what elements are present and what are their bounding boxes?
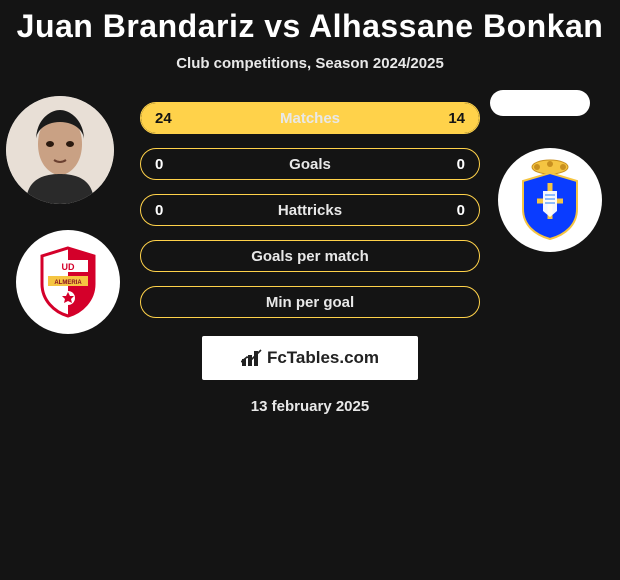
row-content: 0 Goals 0 bbox=[141, 149, 479, 179]
stat-row-hattricks: 0 Hattricks 0 bbox=[140, 194, 480, 226]
oviedo-shield-icon bbox=[515, 159, 585, 241]
row-content: 24 Matches 14 bbox=[141, 103, 479, 133]
row-content: 0 Hattricks 0 bbox=[141, 195, 479, 225]
stat-row-goals: 0 Goals 0 bbox=[140, 148, 480, 180]
stat-left-value: 24 bbox=[155, 110, 172, 127]
stat-rows: 24 Matches 14 0 Goals 0 0 Hattricks 0 Goals per m… bbox=[140, 102, 480, 318]
row-content: Min per goal bbox=[141, 287, 479, 317]
fctables-logo[interactable]: FcTables.com bbox=[202, 336, 418, 380]
stat-left-value: 0 bbox=[155, 156, 163, 173]
left-club-badge: UD ALMERIA bbox=[16, 230, 120, 334]
svg-text:UD: UD bbox=[62, 262, 75, 272]
stat-right-value: 0 bbox=[457, 156, 465, 173]
comparison-panel: UD ALMERIA 24Matches140Goals00Hattricks0… bbox=[0, 102, 620, 318]
stat-left-value: 0 bbox=[155, 202, 163, 219]
stat-label: Goals per match bbox=[251, 248, 369, 265]
stat-label: Min per goal bbox=[266, 294, 354, 311]
left-player-photo bbox=[6, 96, 114, 204]
stat-right-value: 0 bbox=[457, 202, 465, 219]
stat-label: Matches bbox=[280, 110, 340, 127]
stat-row-goals-per-match: Goals per match bbox=[140, 240, 480, 272]
logo-text: FcTables.com bbox=[267, 348, 379, 368]
subtitle: Club competitions, Season 2024/2025 bbox=[0, 55, 620, 72]
almeria-shield-icon: UD ALMERIA bbox=[38, 246, 98, 318]
svg-text:ALMERIA: ALMERIA bbox=[54, 280, 82, 286]
stat-row-min-per-goal: Min per goal bbox=[140, 286, 480, 318]
bar-chart-icon bbox=[241, 349, 263, 367]
right-club-badge bbox=[498, 148, 602, 252]
right-player-placeholder bbox=[490, 90, 590, 116]
stat-label: Goals bbox=[289, 156, 331, 173]
row-content: Goals per match bbox=[141, 241, 479, 271]
page-title: Juan Brandariz vs Alhassane Bonkan bbox=[0, 0, 620, 45]
stat-right-value: 14 bbox=[448, 110, 465, 127]
date-text: 13 february 2025 bbox=[0, 398, 620, 415]
stat-row-matches: 24 Matches 14 bbox=[140, 102, 480, 134]
stat-label: Hattricks bbox=[278, 202, 342, 219]
